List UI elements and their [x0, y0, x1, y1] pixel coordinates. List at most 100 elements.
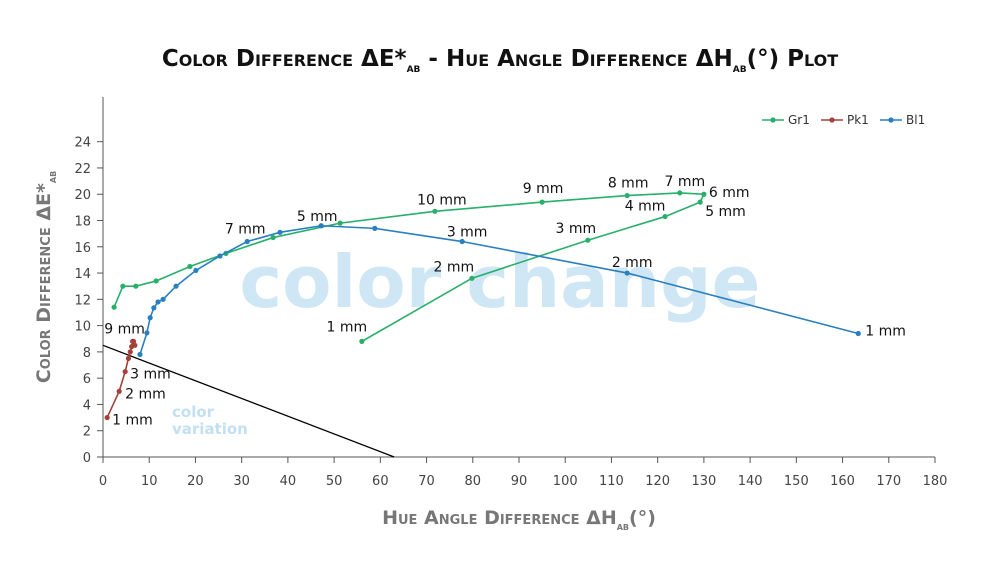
annotation: color [172, 403, 215, 421]
data-point [372, 225, 378, 231]
x-tick-label: 130 [691, 474, 716, 489]
label-sub: ab [45, 171, 59, 183]
data-point [193, 267, 199, 274]
legend-marker [829, 117, 835, 123]
y-tick-label: 10 [74, 320, 91, 335]
point-label: 7 mm [225, 222, 266, 238]
data-point [173, 283, 179, 289]
data-point [855, 330, 861, 337]
series-line [139, 224, 859, 355]
y-tick-label: 18 [74, 215, 91, 230]
data-point [104, 414, 110, 421]
data-point [244, 238, 250, 245]
x-tick-label: 30 [233, 474, 250, 489]
point-label: 3 mm [556, 221, 597, 237]
x-tick-label: 180 [923, 474, 948, 489]
legend-marker [770, 117, 776, 123]
y-tick-label: 24 [74, 136, 91, 151]
x-tick-label: 40 [280, 474, 297, 489]
data-point [116, 388, 122, 394]
data-point [270, 234, 276, 241]
y-tick-label: 8 [83, 346, 91, 361]
data-point [277, 229, 283, 235]
x-axis-label: Hue Angle Difference ΔHab(°) [382, 507, 656, 533]
label-part: (°) [629, 507, 656, 529]
data-point [677, 190, 683, 196]
data-point [147, 315, 153, 321]
data-point [318, 223, 324, 229]
data-point [133, 283, 139, 289]
title-part: Color Difference ΔE* [162, 46, 407, 72]
point-label: 10 mm [417, 192, 467, 208]
data-point [337, 220, 343, 226]
data-point [144, 330, 150, 336]
data-point [539, 199, 545, 205]
data-point [125, 355, 132, 362]
point-label: 2 mm [125, 386, 166, 402]
x-tick-label: 10 [141, 474, 158, 489]
data-point [160, 296, 166, 302]
data-point [187, 263, 193, 270]
x-tick-label: 0 [99, 474, 107, 489]
data-point [662, 213, 668, 220]
x-tick-label: 20 [187, 474, 204, 489]
point-label: 7 mm [665, 174, 706, 190]
y-tick-label: 16 [74, 241, 91, 256]
point-label: 3 mm [447, 225, 488, 241]
title-part: - Hue Angle Difference ΔH [420, 46, 732, 72]
data-point [120, 283, 126, 289]
watermark: color change [239, 240, 760, 324]
y-tick-label: 2 [83, 425, 91, 440]
reference-line [102, 344, 395, 458]
data-point [359, 338, 365, 344]
data-point [127, 349, 133, 355]
point-label: 6 mm [709, 185, 750, 201]
title-part: (°) Plot [747, 46, 839, 72]
point-label: 3 mm [130, 367, 171, 383]
data-point [111, 304, 117, 310]
x-tick-label: 160 [830, 474, 855, 489]
annotation: variation [172, 420, 248, 438]
data-point [432, 208, 438, 214]
data-point [701, 191, 707, 197]
y-tick-label: 0 [83, 451, 91, 466]
y-tick-label: 4 [83, 398, 91, 413]
x-tick-label: 140 [738, 474, 763, 489]
point-label: 9 mm [523, 181, 564, 197]
data-point [585, 237, 591, 243]
data-point [155, 299, 161, 305]
label-part: Hue Angle Difference ΔH [382, 507, 617, 529]
point-label: 8 mm [608, 176, 649, 192]
data-point [217, 253, 223, 259]
title-sub: ab [407, 61, 421, 76]
data-point [153, 278, 159, 284]
x-tick-label: 170 [876, 474, 901, 489]
y-tick-label: 14 [74, 267, 91, 282]
point-label: 9 mm [104, 321, 145, 337]
point-label: 1 mm [327, 319, 368, 335]
label-sub: ab [617, 519, 629, 533]
x-tick-label: 100 [553, 474, 578, 489]
series-line [113, 192, 706, 343]
data-point [137, 351, 143, 358]
point-label: 2 mm [612, 255, 653, 271]
x-tick-label: 80 [465, 474, 482, 489]
point-label: 5 mm [297, 209, 338, 225]
y-tick-label: 6 [83, 372, 91, 387]
point-label: 1 mm [865, 323, 906, 339]
data-point [459, 238, 465, 245]
legend-label: Bl1 [906, 113, 925, 127]
data-point [132, 342, 138, 348]
y-tick-label: 12 [74, 293, 91, 308]
point-label: 2 mm [434, 259, 475, 275]
y-tick-label: 20 [74, 188, 91, 203]
y-tick-label: 22 [74, 162, 91, 177]
legend-label: Pk1 [847, 113, 869, 127]
point-label: 1 mm [112, 413, 153, 429]
x-tick-label: 90 [511, 474, 528, 489]
data-point [697, 199, 703, 205]
x-tick-label: 60 [372, 474, 389, 489]
x-tick-label: 110 [599, 474, 624, 489]
title-sub: ab [733, 61, 747, 76]
